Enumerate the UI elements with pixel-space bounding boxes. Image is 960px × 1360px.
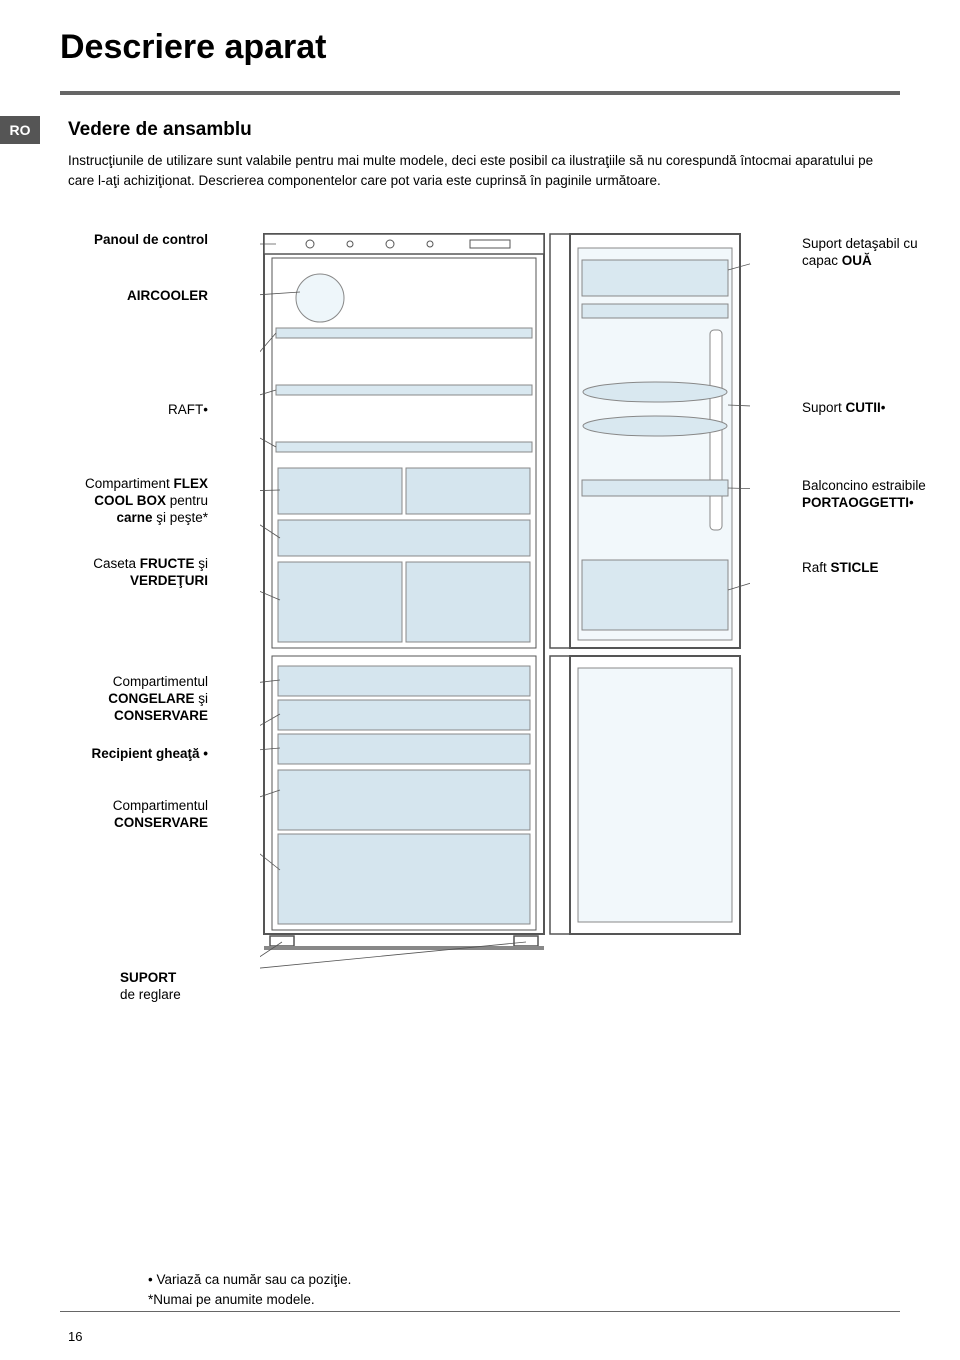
label-flexcool: Compartiment FLEX COOL BOX pentru carne … [60,476,208,527]
label-bottles: Raft STICLE [802,560,960,577]
label-control-panel: Panoul de control [60,232,208,249]
footnote-1: • Variază ca număr sau ca poziţie. [148,1270,351,1290]
footer-divider [60,1311,900,1312]
section-heading: Vedere de ansamblu [60,119,900,141]
intro-text: Instrucţiunile de utilizare sunt valabil… [60,151,900,190]
label-balconcino: Balconcino estraibile PORTAOGGETTI• [802,478,960,512]
title-divider [60,91,900,95]
label-freeze: Compartimentul CONGELARE şi CONSERVARE [60,674,208,725]
label-aircooler: AIRCOOLER [60,288,208,305]
label-ice: Recipient gheaţă • [60,746,208,763]
fridge-svg [260,230,750,970]
label-store: Compartimentul CONSERVARE [60,798,208,832]
label-egg: Suport detaşabil cu capac OUĂ [802,236,960,270]
language-badge: RO [0,116,40,144]
label-shelf: RAFT• [60,402,208,419]
page-title: Descriere aparat [60,28,900,67]
fridge-diagram: Panoul de control AIRCOOLER RAFT• Compar… [60,230,900,1070]
manual-page: RO Descriere aparat Vedere de ansamblu I… [0,0,960,1360]
footnote-2: *Numai pe anumite modele. [148,1290,351,1310]
label-cans: Suport CUTII• [802,400,960,417]
page-number: 16 [68,1329,82,1344]
footnotes: • Variază ca număr sau ca poziţie. *Numa… [148,1270,351,1311]
label-crisper: Caseta FRUCTE şi VERDEŢURI [60,556,208,590]
label-foot: SUPORT de reglare [120,970,240,1004]
